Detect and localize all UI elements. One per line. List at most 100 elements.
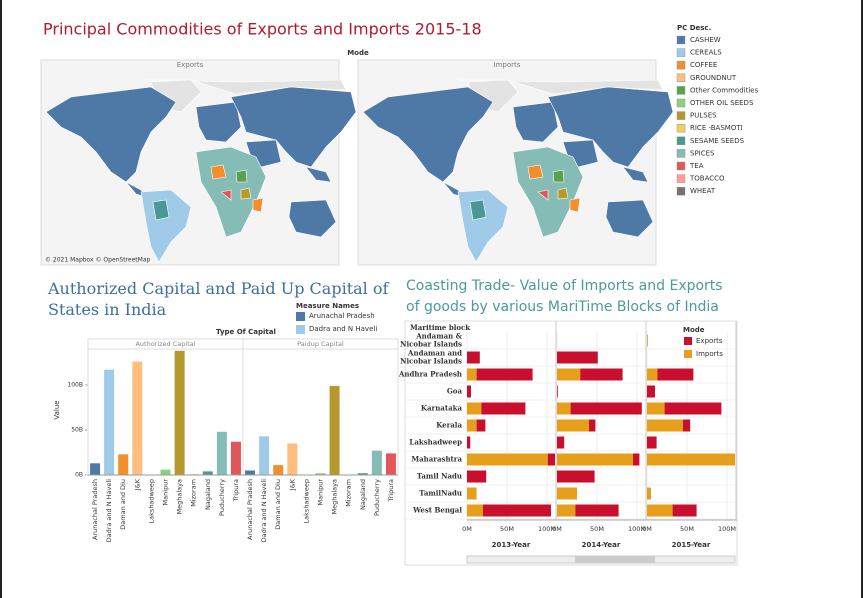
bar	[371, 450, 382, 475]
bar-segment	[557, 385, 558, 398]
legend-swatch	[296, 312, 305, 321]
bar	[315, 473, 326, 475]
bar-segment	[467, 504, 483, 517]
country-region	[557, 187, 569, 200]
legend-label: SPICES	[690, 149, 715, 157]
bar-segment	[664, 402, 722, 415]
bar-segment	[467, 419, 477, 432]
bar-segment	[557, 368, 581, 381]
scrollbar-thumb[interactable]	[575, 556, 655, 563]
x-tick-label: Tripura	[232, 479, 240, 502]
x-tick-label: 100M	[628, 525, 646, 533]
country-region	[469, 199, 487, 221]
legend-label: RICE -BASMOTI	[690, 124, 743, 132]
bar-segment	[557, 504, 576, 517]
legend-label: PULSES	[690, 112, 717, 120]
legend-swatch	[296, 325, 305, 334]
row-label: Andaman & Nicobar Islands	[400, 332, 463, 349]
bar-segment	[483, 504, 551, 517]
x-tick-label: Mizoram	[345, 479, 353, 507]
country-region	[210, 164, 227, 180]
bar	[104, 369, 115, 475]
legend-swatch	[676, 149, 686, 158]
bar-segment	[467, 487, 477, 500]
country-region	[457, 79, 664, 95]
x-tick-label: 50M	[590, 525, 604, 533]
legend-swatch	[684, 337, 692, 345]
x-tick-label: Meghalaya	[331, 479, 339, 514]
bar-segment	[467, 436, 471, 449]
country-region	[45, 86, 177, 183]
bar-segment	[467, 368, 477, 381]
legend-swatch	[676, 123, 686, 133]
mode-label: Mode	[347, 49, 369, 57]
bar-segment	[580, 368, 623, 381]
coasting-legend-title: Mode	[683, 326, 705, 334]
capital-header: Type Of Capital	[216, 328, 276, 336]
y-tick-label: 0B	[75, 472, 83, 479]
bar-segment	[467, 351, 480, 364]
legend-swatch	[676, 161, 686, 171]
country-region	[362, 86, 494, 183]
bar-segment	[547, 453, 555, 466]
x-tick-label: Dadra and N Haveli	[260, 479, 268, 543]
left-border	[0, 0, 2, 598]
bar-segment	[647, 368, 658, 381]
bar-segment	[589, 419, 596, 432]
bar-segment	[467, 470, 487, 483]
bar-segment	[467, 385, 471, 398]
bar	[90, 463, 101, 475]
country-region	[622, 166, 649, 183]
bar	[259, 436, 270, 475]
bar-segment	[467, 453, 548, 466]
bar	[202, 471, 213, 475]
panel-label: 2014-Year	[582, 541, 621, 549]
panel-label: 2013-Year	[492, 541, 531, 549]
legend-swatch	[676, 86, 686, 95]
bar-segment	[575, 504, 619, 517]
bar-segment	[557, 402, 571, 415]
world-map	[362, 79, 674, 263]
map-panel-label: Exports	[177, 61, 204, 69]
bar-segment	[647, 334, 648, 347]
bar-segment	[647, 504, 673, 517]
bar-segment	[467, 402, 482, 415]
row-label: Andhra Pradesh	[398, 370, 462, 379]
panel-label: Authorized Capital	[135, 340, 195, 348]
bar	[174, 350, 185, 475]
country-region	[537, 189, 549, 201]
legend-swatch	[676, 73, 686, 83]
bar-segment	[647, 436, 657, 449]
legend-swatch	[676, 174, 686, 183]
legend-swatch	[676, 35, 686, 45]
right-border	[861, 0, 863, 598]
legend-label: CEREALS	[690, 49, 722, 57]
bar-segment	[647, 487, 651, 500]
bar	[273, 465, 284, 475]
x-tick-label: Nagaland	[204, 479, 212, 510]
x-tick-label: Tripura	[387, 479, 395, 502]
country-region	[140, 79, 347, 95]
row-label: Tamil Nadu	[417, 472, 462, 481]
map-attribution: © 2021 Mapbox © OpenStreetMap	[45, 257, 151, 264]
legend-label: GROUNDNUT	[690, 74, 737, 82]
bar-segment	[672, 504, 697, 517]
world-map	[45, 79, 357, 263]
legend-swatch	[676, 48, 686, 57]
coasting-frame	[404, 320, 738, 566]
legend-label: Imports	[696, 350, 723, 358]
legend-label: Exports	[696, 337, 723, 345]
country-region	[235, 169, 248, 183]
x-tick-label: 0M	[462, 525, 472, 533]
x-tick-label: 100M	[538, 525, 556, 533]
bar	[132, 361, 143, 475]
x-tick-label: 100M	[718, 525, 736, 533]
x-tick-label: Puducherry	[218, 479, 226, 516]
x-tick-label: Nagaland	[359, 479, 367, 510]
x-tick-label: Lakshadweep	[147, 479, 155, 523]
x-tick-label: Arunachal Pradesh	[246, 479, 254, 540]
bar-segment	[476, 419, 486, 432]
bar	[216, 431, 227, 475]
bar-segment	[557, 470, 595, 483]
